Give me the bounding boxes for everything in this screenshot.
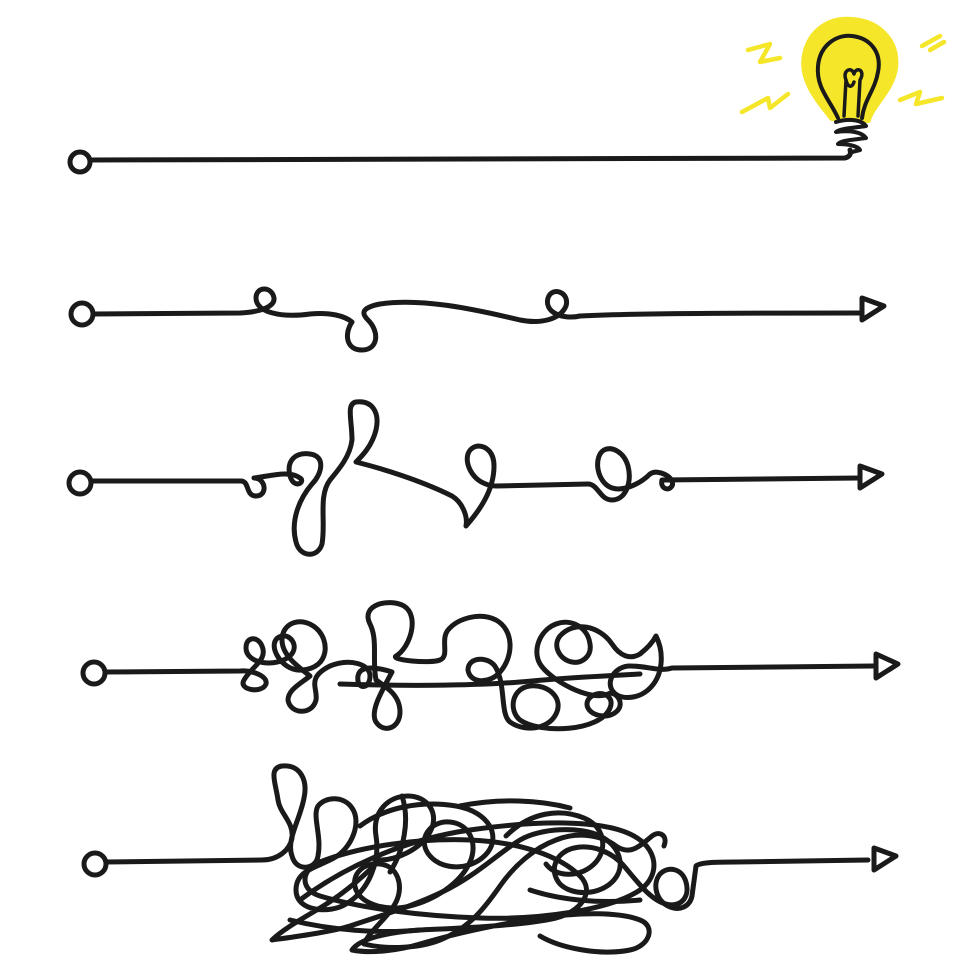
start-circle-icon [67,149,93,175]
start-circle-icon [81,850,109,878]
row-2-looped-path [68,286,887,353]
light-bulb-icon [739,16,947,154]
start-circle-icon [68,300,96,328]
bulb-rays [739,33,947,115]
arrowhead-icon [859,295,887,323]
straight-line [87,147,853,163]
arrowhead-icon [873,651,901,681]
tangled-line-strand [297,820,657,955]
bulb-base [834,117,868,154]
start-circle-icon [80,659,108,687]
bulb-outline [815,33,881,120]
row-5-tangled-path [81,763,899,955]
start-circle-icon [66,469,94,497]
tangled-line-strand [337,671,643,688]
tangled-line-strand [287,793,643,935]
row-4-tangled-path [80,600,901,732]
row-3-looped-path [66,399,885,557]
row-1-straight-path [67,147,853,175]
arrowhead-icon [871,845,899,873]
arrowhead-icon [857,463,885,491]
tangled-line-strand [352,801,668,950]
bulb-filament [842,68,864,118]
looped-line [90,286,863,353]
looped-line [88,399,863,557]
tangled-line [102,600,877,732]
